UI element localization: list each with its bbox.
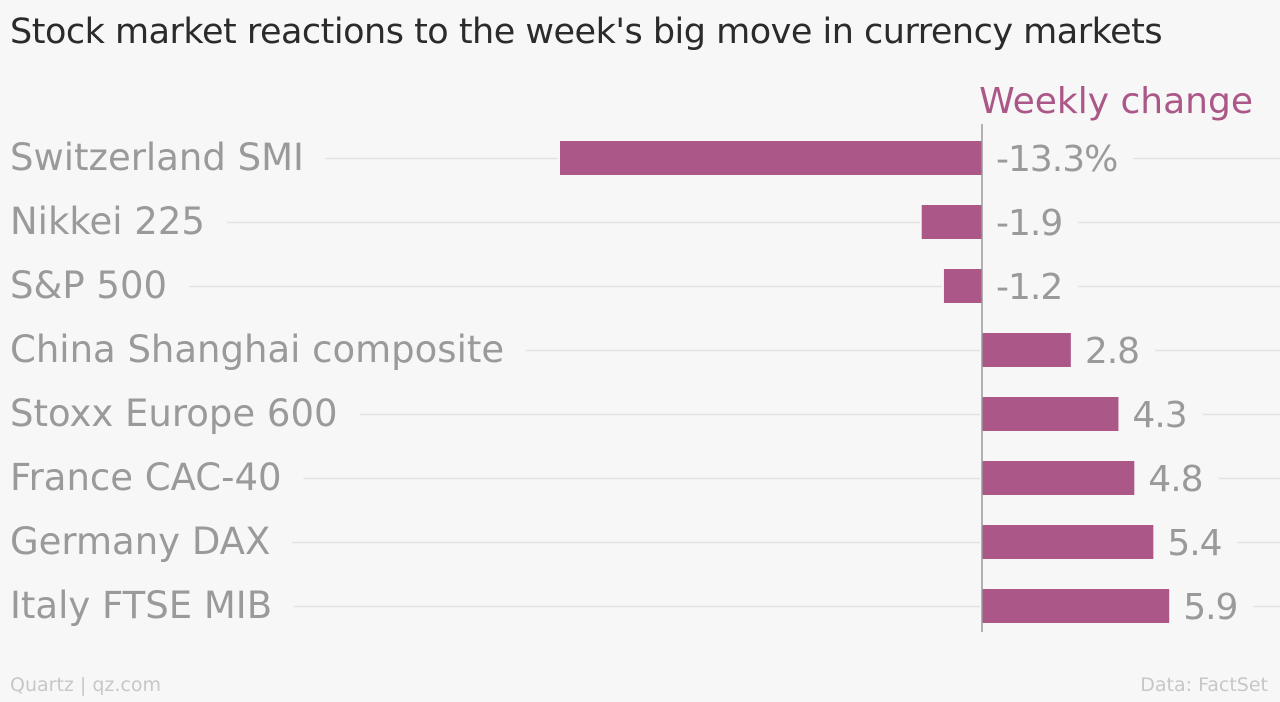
bar — [982, 461, 1135, 495]
value-label: -1.9 — [996, 203, 1062, 244]
footer-source-left: Quartz | qz.com — [10, 674, 162, 696]
category-label: France CAC-40 — [10, 456, 282, 499]
value-label: 4.3 — [1132, 395, 1186, 436]
value-label: -1.2 — [996, 267, 1062, 308]
category-label: Nikkei 225 — [10, 200, 205, 243]
bar — [982, 525, 1154, 559]
bar — [982, 589, 1170, 623]
bar — [982, 333, 1071, 367]
category-label: China Shanghai composite — [10, 328, 504, 371]
bar — [943, 269, 982, 303]
value-label: -13.3% — [996, 139, 1117, 180]
bar — [921, 205, 982, 239]
bars — [560, 141, 1170, 623]
value-label: 2.8 — [1085, 331, 1139, 372]
category-labels: Switzerland SMI Nikkei 225 S&P 500 China Sh… — [10, 136, 504, 627]
column-header: Weekly change — [979, 81, 1253, 122]
category-label: Stoxx Europe 600 — [10, 392, 338, 435]
category-label: Italy FTSE MIB — [10, 584, 272, 627]
category-label: S&P 500 — [10, 264, 167, 307]
value-label: 5.9 — [1183, 587, 1237, 628]
category-label: Switzerland SMI — [10, 136, 304, 179]
footer-source-right: Data: FactSet — [1140, 674, 1268, 696]
bar — [560, 141, 982, 175]
gridlines — [189, 157, 1280, 608]
chart-title: Stock market reactions to the week's big… — [10, 12, 1163, 52]
value-label: 4.8 — [1148, 459, 1202, 500]
category-label: Germany DAX — [10, 520, 270, 563]
bar — [982, 397, 1119, 431]
value-labels: -13.3% -1.9 -1.2 2.8 4.3 4.8 5.4 5.9 — [996, 139, 1238, 628]
value-label: 5.4 — [1167, 523, 1221, 564]
